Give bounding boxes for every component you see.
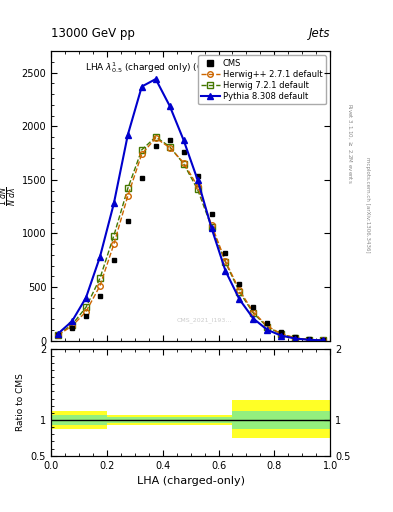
Herwig 7.2.1 default [307, 336, 312, 343]
Pythia 8.308 default [112, 200, 116, 206]
Herwig 7.2.1 default [209, 224, 214, 230]
Herwig++ 2.7.1 default [279, 331, 284, 337]
Herwig++ 2.7.1 default [56, 332, 61, 338]
CMS [251, 304, 256, 310]
Text: LHA $\lambda^{1}_{0.5}$ (charged only) (CMS jet substructure): LHA $\lambda^{1}_{0.5}$ (charged only) (… [85, 60, 296, 75]
Herwig 7.2.1 default [223, 259, 228, 265]
Pythia 8.308 default [251, 315, 256, 322]
Herwig 7.2.1 default [125, 185, 130, 191]
Herwig++ 2.7.1 default [84, 309, 88, 315]
Herwig 7.2.1 default [97, 275, 102, 282]
Pythia 8.308 default [265, 327, 270, 333]
Herwig 7.2.1 default [167, 143, 172, 150]
CMS [307, 336, 312, 343]
Herwig 7.2.1 default [181, 161, 186, 167]
Pythia 8.308 default [321, 337, 325, 344]
Legend: CMS, Herwig++ 2.7.1 default, Herwig 7.2.1 default, Pythia 8.308 default: CMS, Herwig++ 2.7.1 default, Herwig 7.2.… [198, 55, 326, 104]
CMS [70, 325, 74, 331]
Pythia 8.308 default [167, 103, 172, 109]
CMS [181, 149, 186, 155]
CMS [97, 292, 102, 298]
Herwig++ 2.7.1 default [167, 144, 172, 151]
Pythia 8.308 default [237, 296, 242, 303]
CMS [265, 320, 270, 326]
Herwig 7.2.1 default [56, 332, 61, 338]
CMS [223, 250, 228, 256]
Pythia 8.308 default [181, 137, 186, 143]
Text: CMS_2021_I193...: CMS_2021_I193... [177, 317, 232, 323]
CMS [112, 257, 116, 263]
X-axis label: LHA (charged-only): LHA (charged-only) [137, 476, 244, 486]
Herwig 7.2.1 default [153, 134, 158, 140]
Line: Herwig 7.2.1 default: Herwig 7.2.1 default [55, 134, 326, 343]
Herwig 7.2.1 default [84, 304, 88, 310]
Herwig 7.2.1 default [279, 331, 284, 337]
Herwig 7.2.1 default [237, 289, 242, 295]
Text: Rivet 3.1.10, $\geq$ 2.2M events: Rivet 3.1.10, $\geq$ 2.2M events [346, 103, 354, 184]
Herwig++ 2.7.1 default [307, 336, 312, 343]
Herwig++ 2.7.1 default [112, 241, 116, 247]
Text: 13000 GeV pp: 13000 GeV pp [51, 27, 135, 40]
Text: mcplots.cern.ch [arXiv:1306.3436]: mcplots.cern.ch [arXiv:1306.3436] [365, 157, 370, 252]
CMS [153, 142, 158, 148]
Herwig 7.2.1 default [140, 147, 144, 153]
Herwig++ 2.7.1 default [181, 160, 186, 166]
Pythia 8.308 default [195, 177, 200, 183]
Line: CMS: CMS [56, 138, 325, 342]
Herwig++ 2.7.1 default [293, 335, 298, 341]
Pythia 8.308 default [209, 225, 214, 231]
Line: Pythia 8.308 default: Pythia 8.308 default [55, 76, 326, 344]
Pythia 8.308 default [307, 337, 312, 343]
Pythia 8.308 default [97, 254, 102, 260]
Pythia 8.308 default [223, 268, 228, 274]
Herwig++ 2.7.1 default [195, 183, 200, 189]
Herwig++ 2.7.1 default [125, 193, 130, 199]
CMS [167, 137, 172, 143]
Herwig 7.2.1 default [112, 232, 116, 239]
CMS [84, 313, 88, 319]
Pythia 8.308 default [153, 76, 158, 82]
Pythia 8.308 default [125, 132, 130, 138]
Pythia 8.308 default [293, 335, 298, 342]
Y-axis label: $\frac{1}{N}\frac{dN}{d\lambda}$: $\frac{1}{N}\frac{dN}{d\lambda}$ [0, 186, 19, 206]
Herwig 7.2.1 default [195, 186, 200, 193]
Y-axis label: Ratio to CMS: Ratio to CMS [16, 373, 25, 431]
Pythia 8.308 default [56, 331, 61, 337]
Herwig++ 2.7.1 default [209, 222, 214, 228]
CMS [56, 332, 61, 338]
Pythia 8.308 default [140, 83, 144, 90]
Herwig 7.2.1 default [265, 324, 270, 330]
Herwig++ 2.7.1 default [153, 135, 158, 141]
Herwig++ 2.7.1 default [251, 309, 256, 315]
Herwig++ 2.7.1 default [97, 283, 102, 289]
Herwig++ 2.7.1 default [321, 337, 325, 344]
Herwig 7.2.1 default [293, 335, 298, 341]
CMS [140, 175, 144, 181]
CMS [209, 211, 214, 217]
Herwig++ 2.7.1 default [140, 151, 144, 157]
Herwig 7.2.1 default [251, 310, 256, 316]
Herwig++ 2.7.1 default [265, 323, 270, 329]
Pythia 8.308 default [279, 333, 284, 339]
CMS [279, 329, 284, 335]
Herwig 7.2.1 default [321, 337, 325, 344]
Herwig++ 2.7.1 default [223, 258, 228, 264]
Line: Herwig++ 2.7.1 default: Herwig++ 2.7.1 default [55, 135, 326, 343]
Herwig++ 2.7.1 default [237, 287, 242, 293]
CMS [321, 337, 325, 343]
Herwig 7.2.1 default [70, 322, 74, 328]
CMS [237, 281, 242, 287]
CMS [195, 173, 200, 179]
CMS [293, 334, 298, 340]
Pythia 8.308 default [70, 318, 74, 325]
CMS [125, 218, 130, 224]
Herwig++ 2.7.1 default [70, 323, 74, 329]
Text: Jets: Jets [309, 27, 330, 40]
Pythia 8.308 default [84, 294, 88, 301]
